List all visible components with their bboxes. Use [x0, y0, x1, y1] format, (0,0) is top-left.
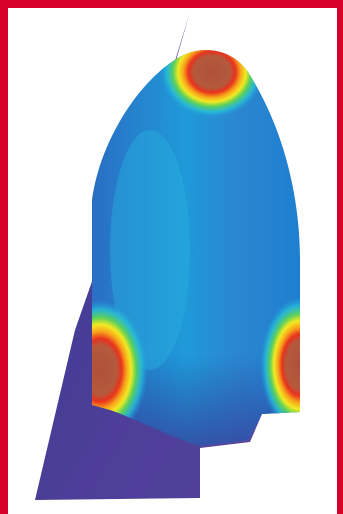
- frame-right: [337, 0, 343, 514]
- hotspot-top: [160, 26, 264, 118]
- hotspot-right: [260, 297, 340, 433]
- frame-left: [0, 0, 8, 514]
- contours: [52, 26, 340, 460]
- screenshot: [0, 0, 343, 514]
- contour-plot: [0, 0, 343, 514]
- frame-top: [0, 0, 343, 8]
